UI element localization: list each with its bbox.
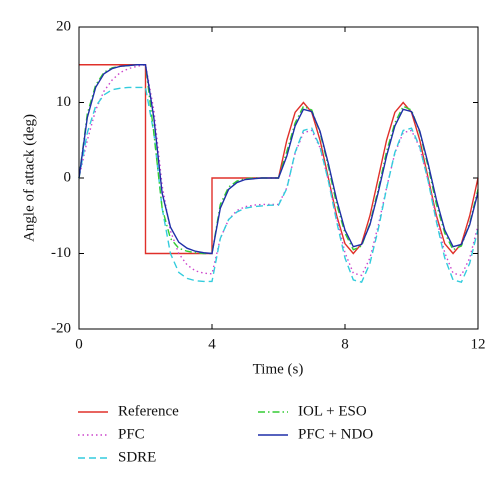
series-line: [78, 64, 479, 255]
legend-label: SDRE: [118, 449, 156, 465]
x-tick-label: 8: [341, 336, 349, 352]
x-axis-label: Time (s): [253, 361, 304, 377]
legend-label: Reference: [118, 403, 179, 419]
x-tick-label: 0: [75, 336, 83, 352]
y-tick-label: 10: [56, 94, 71, 110]
series-line: [78, 86, 479, 284]
y-tick-label: 0: [64, 169, 72, 185]
plot-frame: [78, 26, 479, 330]
series-line: [78, 63, 479, 277]
series-line: [79, 64, 479, 255]
series-line: [78, 64, 479, 255]
y-axis-label: Angle of attack (deg): [21, 114, 37, 242]
legend-label: IOL + ESO: [298, 403, 367, 419]
y-tick-label: 20: [56, 18, 71, 34]
x-tick-label: 4: [208, 336, 216, 352]
x-tick-label: 12: [471, 336, 486, 352]
legend-label: PFC: [118, 426, 145, 442]
y-tick-label: -10: [51, 245, 71, 261]
y-tick-label: -20: [51, 320, 71, 336]
legend-label: PFC + NDO: [298, 426, 373, 442]
